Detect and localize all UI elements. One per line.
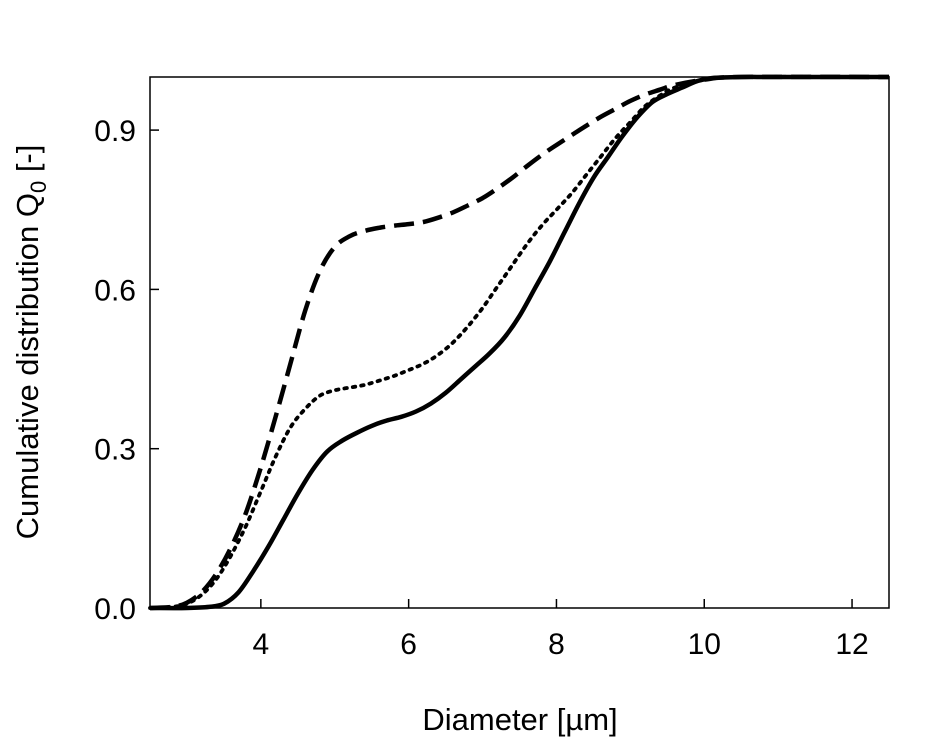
y-axis-title: Cumulative distribution Q0 [-] [10, 145, 51, 540]
x-axis-title: Diameter [µm] [422, 702, 617, 737]
series-line-dotted [148, 74, 891, 610]
x-tick-label: 6 [400, 628, 417, 661]
y-axis: 0.0 0.3 0.6 0.9 [94, 115, 159, 626]
y-tick-label: 0.3 [94, 434, 136, 467]
plot-frame [149, 76, 890, 609]
y-tick-label: 0.9 [94, 115, 136, 148]
x-tick-label: 12 [835, 628, 868, 661]
series-line-solid [149, 74, 889, 611]
x-axis: 4 6 8 10 12 [253, 599, 869, 661]
y-tick-label: 0.6 [94, 274, 136, 307]
y-axis-title-subscript: 0 [26, 181, 51, 193]
x-tick-label: 8 [548, 628, 565, 661]
x-tick-label: 10 [688, 628, 721, 661]
x-tick-label: 4 [253, 628, 270, 661]
series-layer [148, 74, 891, 611]
y-tick-label: 0.0 [94, 593, 136, 626]
y-axis-title-main: Cumulative distribution Q [10, 193, 45, 539]
y-axis-title-suffix: [-] [10, 145, 45, 181]
series-line-dashed [149, 74, 890, 611]
